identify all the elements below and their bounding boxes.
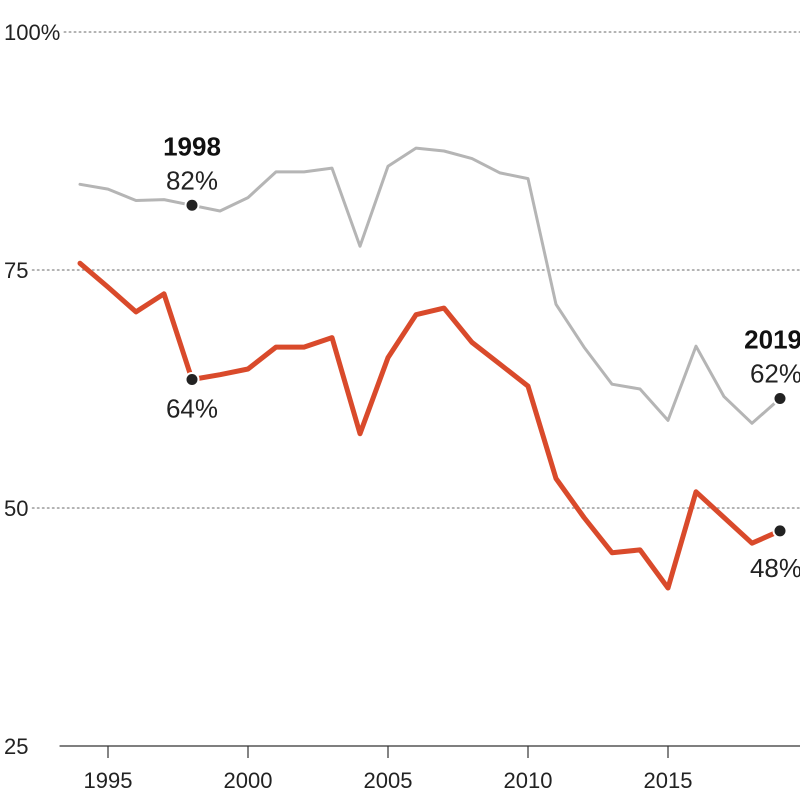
series-line-1	[77, 260, 783, 591]
highlight-marker	[186, 199, 198, 211]
x-tick-label: 2010	[504, 768, 553, 793]
series-lines	[77, 146, 783, 591]
y-tick-label: 25	[4, 734, 28, 759]
y-tick-label: 75	[4, 258, 28, 283]
x-tick-label: 2000	[224, 768, 273, 793]
y-tick-label: 50	[4, 496, 28, 521]
x-tick-label: 1995	[84, 768, 133, 793]
y-tick-label: 100%	[4, 20, 60, 45]
annotation-value: 82%	[166, 165, 218, 195]
tick-and-annotation-labels: 100% 75 50 25 1995 2000 2005 2010 2015 1998 82% 64%…	[4, 20, 800, 793]
highlight-markers	[184, 197, 788, 539]
annotation-value: 48%	[750, 553, 800, 583]
annotation-value: 62%	[750, 359, 800, 389]
highlight-marker	[186, 373, 198, 385]
x-axis	[59, 745, 800, 758]
x-tick-label: 2015	[644, 768, 693, 793]
annotation-value: 64%	[166, 393, 218, 423]
annotation-year: 1998	[163, 131, 221, 161]
gridlines	[31, 31, 800, 509]
highlight-marker	[774, 525, 786, 537]
x-tick-label: 2005	[364, 768, 413, 793]
highlight-marker	[774, 393, 786, 405]
annotation-year: 2019	[744, 325, 800, 355]
